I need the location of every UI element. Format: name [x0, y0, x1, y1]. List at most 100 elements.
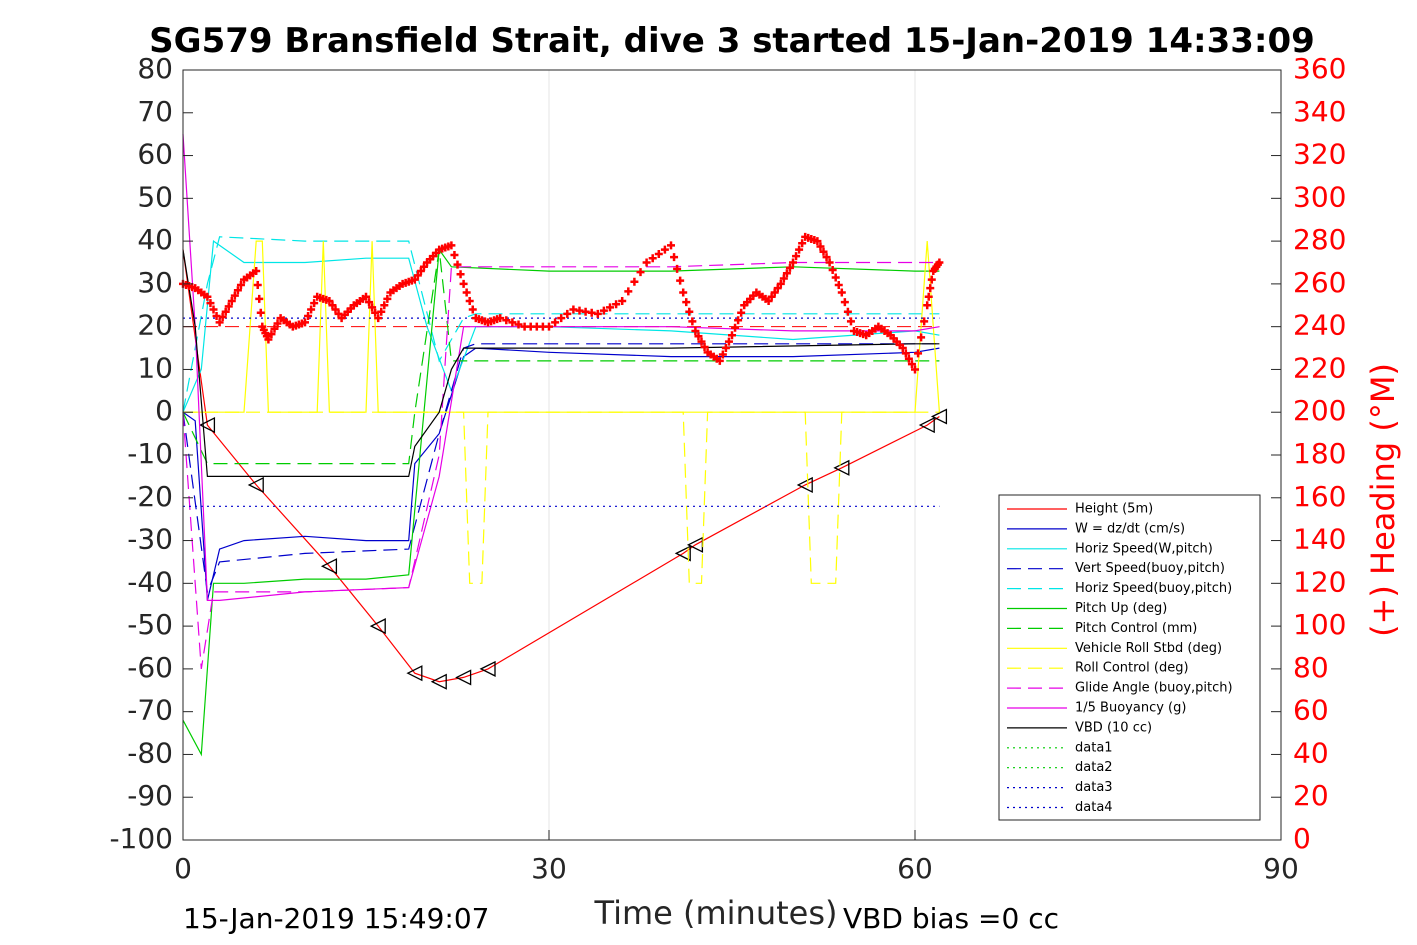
- height-marker: [198, 417, 216, 434]
- heading-marker: [685, 307, 694, 316]
- y-tick-label: 0: [155, 394, 173, 427]
- heading-marker: [606, 303, 614, 312]
- heading-marker: [545, 322, 553, 331]
- series-line: [182, 249, 940, 683]
- y2-tick-label: 200: [1293, 394, 1346, 427]
- heading-marker: [221, 307, 230, 316]
- heading-marker: [209, 305, 218, 314]
- heading-marker: [843, 307, 852, 316]
- legend-label: data3: [1075, 780, 1113, 795]
- heading-marker: [416, 267, 425, 276]
- legend-label: Pitch Control (mm): [1075, 621, 1197, 636]
- heading-marker: [654, 249, 663, 258]
- y2-tick-label: 80: [1293, 651, 1329, 684]
- y2-tick-label: 40: [1293, 736, 1329, 769]
- heading-marker: [224, 302, 233, 311]
- legend-label: Glide Angle (buoy,pitch): [1075, 681, 1233, 696]
- y-tick-label: -90: [127, 779, 173, 812]
- y2-tick-label: 20: [1293, 779, 1329, 812]
- heading-marker: [935, 258, 944, 267]
- heading-marker: [898, 344, 907, 353]
- heading-marker: [813, 237, 822, 246]
- heading-marker: [920, 317, 929, 326]
- heading-marker: [679, 288, 688, 297]
- y-tick-label: 10: [137, 351, 173, 384]
- heading-marker: [770, 288, 779, 297]
- y-tick-label: -60: [127, 651, 173, 684]
- heading-marker: [233, 286, 242, 295]
- timestamp-footer: 15-Jan-2019 15:49:07: [183, 902, 489, 935]
- axis-ticks: 80706050403020100-10-20-30-40-50-60-70-8…: [109, 52, 1346, 885]
- heading-marker: [447, 241, 456, 250]
- heading-marker: [923, 301, 932, 310]
- heading-marker: [718, 350, 727, 359]
- height-marker: [320, 558, 338, 575]
- heading-marker: [773, 284, 782, 293]
- heading-marker: [682, 298, 691, 307]
- heading-marker: [691, 326, 700, 335]
- height-marker: [796, 476, 813, 493]
- heading-marker: [255, 294, 264, 303]
- heading-marker: [377, 307, 386, 316]
- series-line: [182, 240, 940, 413]
- heading-marker: [673, 264, 682, 273]
- legend-label: Height (5m): [1075, 502, 1153, 517]
- legend-label: Roll Control (deg): [1075, 661, 1189, 676]
- legend-label: VBD (10 cc): [1075, 720, 1152, 735]
- heading-marker: [911, 365, 919, 374]
- y2-tick-label: 240: [1293, 309, 1346, 342]
- series-line: [182, 347, 940, 601]
- legend-label: W = dz/dt (cm/s): [1075, 521, 1185, 536]
- y2-tick-label: 300: [1293, 180, 1346, 213]
- y2-tick-label: 260: [1293, 266, 1346, 299]
- y2-tick-label: 120: [1293, 565, 1346, 598]
- y2-tick-label: 0: [1293, 822, 1311, 855]
- heading-marker: [256, 308, 265, 317]
- heading-marker: [456, 270, 465, 279]
- heading-marker: [670, 253, 679, 262]
- legend-label: data1: [1075, 740, 1113, 755]
- heading-marker: [779, 274, 788, 283]
- height-marker: [918, 417, 935, 434]
- heading-marker: [816, 242, 825, 251]
- x-tick-label: 30: [531, 852, 567, 885]
- heading-marker: [688, 317, 697, 326]
- legend-label: data2: [1075, 760, 1113, 775]
- heading-marker: [914, 349, 923, 358]
- chart-title: SG579 Bransfield Strait, dive 3 started …: [149, 21, 1315, 61]
- heading-marker: [508, 318, 517, 327]
- heading-marker: [307, 305, 316, 314]
- heading-marker: [825, 258, 834, 267]
- height-marker: [674, 545, 691, 562]
- heading-marker: [206, 299, 215, 308]
- heading-marker: [514, 320, 523, 329]
- heading-marker: [310, 299, 319, 308]
- heading-marker: [840, 298, 849, 307]
- heading-marker: [465, 297, 474, 305]
- heading-marker: [593, 309, 602, 318]
- heading-marker: [660, 245, 669, 254]
- heading-marker: [648, 254, 657, 263]
- heading-series: [179, 232, 944, 374]
- heading-marker: [331, 305, 340, 314]
- heading-marker: [624, 287, 633, 296]
- heading-marker: [700, 342, 709, 351]
- y-tick-label: -50: [127, 608, 173, 641]
- heading-marker: [789, 258, 797, 267]
- heading-marker: [383, 294, 392, 303]
- legend: Height (5m) W = dz/dt (cm/s) Horiz Speed(W…: [998, 494, 1261, 821]
- heading-marker: [419, 262, 428, 271]
- heading-marker: [365, 298, 374, 307]
- heading-marker: [612, 300, 621, 309]
- heading-marker: [731, 323, 740, 332]
- heading-marker: [927, 275, 936, 284]
- y2-tick-label: 220: [1293, 351, 1346, 384]
- series-line: [182, 134, 940, 602]
- heading-marker: [846, 317, 855, 326]
- x-tick-label: 90: [1263, 852, 1299, 885]
- y-tick-label: 30: [137, 266, 173, 299]
- series-line: [182, 343, 940, 595]
- heading-marker: [328, 301, 337, 310]
- heading-marker: [551, 318, 560, 327]
